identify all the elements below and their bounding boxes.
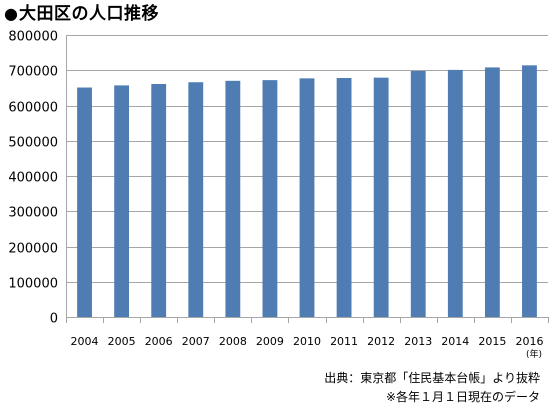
bar-2008 xyxy=(225,80,241,317)
bar-2006 xyxy=(151,83,167,317)
x-tick-label: 2005 xyxy=(108,335,136,348)
x-tick-label: 2015 xyxy=(478,335,506,348)
y-tick-label: 300000 xyxy=(8,206,58,221)
x-tick-labels: 2004 2005 2006 2007 2008 2009 2010 2011 2012 2013… xyxy=(71,335,544,348)
x-tick-label: 2011 xyxy=(330,335,358,348)
chart-title-row: ● 大田区の人口推移 xyxy=(4,2,159,26)
x-tick-label: 2014 xyxy=(441,335,469,348)
y-tick-label: 600000 xyxy=(8,101,58,116)
bar-2016 xyxy=(522,65,537,317)
x-axis-unit: (年) xyxy=(526,348,542,360)
bar-2009 xyxy=(262,80,278,318)
x-tick-label: 2013 xyxy=(404,335,432,348)
bar-2011 xyxy=(336,78,352,317)
x-tick-label: 2006 xyxy=(145,335,173,348)
title-bullet: ● xyxy=(4,4,18,23)
grid-lines xyxy=(66,35,548,283)
x-tick-label: 2009 xyxy=(256,335,284,348)
bar-2012 xyxy=(373,77,389,317)
bar-2010 xyxy=(299,78,315,317)
y-tick-label: 0 xyxy=(50,312,58,327)
x-tick-label: 2012 xyxy=(367,335,395,348)
date-note: ※各年１月１日現在のデータ xyxy=(385,390,540,404)
y-tick-label: 700000 xyxy=(8,65,58,80)
y-tick-label: 800000 xyxy=(8,30,58,45)
y-tick-label: 200000 xyxy=(8,242,58,257)
bar-2007 xyxy=(188,82,204,317)
bar-2014 xyxy=(447,69,463,318)
y-tick-label: 100000 xyxy=(8,277,58,292)
axes xyxy=(66,35,549,323)
bar-2015 xyxy=(484,67,500,318)
x-tick-label: 2004 xyxy=(71,335,99,348)
bar-2013 xyxy=(410,70,426,317)
bar-2004 xyxy=(77,87,92,318)
y-tick-labels: 0 100000 200000 300000 400000 500000 600000 700… xyxy=(8,30,58,327)
x-tick-label: 2008 xyxy=(219,335,247,348)
bars xyxy=(77,65,537,318)
x-tick-label: 2010 xyxy=(293,335,321,348)
y-tick-label: 400000 xyxy=(8,171,58,186)
y-tick-label: 500000 xyxy=(8,136,58,151)
source-note: 出典：東京都「住民基本台帳」より抜粋 xyxy=(324,371,540,385)
x-tick-label: 2007 xyxy=(182,335,210,348)
bar-2005 xyxy=(114,85,130,317)
x-tick-label: 2016 xyxy=(515,335,543,348)
chart-title: 大田区の人口推移 xyxy=(18,4,159,24)
